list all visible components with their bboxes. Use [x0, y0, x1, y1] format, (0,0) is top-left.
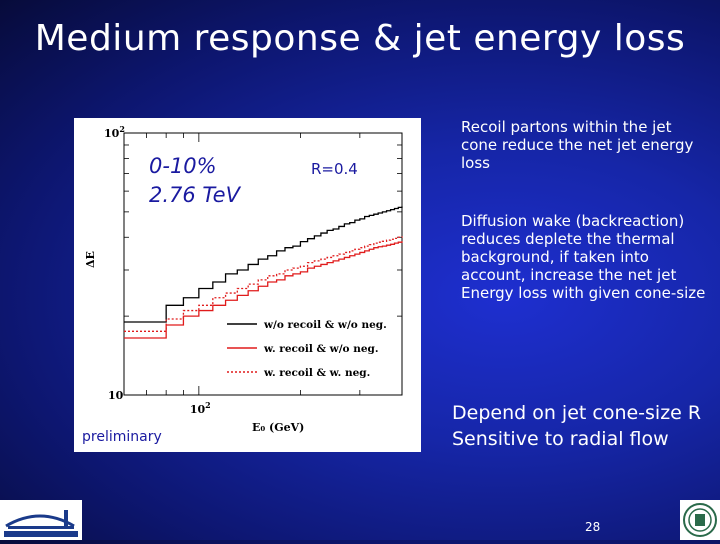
plot-frame	[123, 132, 403, 396]
y-tick-label-10: 10	[108, 389, 124, 402]
series-line-2	[124, 241, 403, 339]
centrality-label: 0-10%	[149, 154, 217, 178]
figure-panel: w/o recoil & w/o neg. w. recoil & w/o neg…	[74, 118, 421, 452]
legend-label-3: w. recoil & w. neg.	[263, 367, 370, 379]
conclusion-line-1: Depend on jet cone-size R	[452, 402, 702, 424]
recoil-paragraph: Recoil partons within the jet cone reduc…	[461, 118, 694, 172]
legend-label-2: w. recoil & w/o neg.	[263, 343, 379, 355]
series-line-3	[124, 236, 403, 332]
y-tick-label-100: 102	[104, 124, 125, 140]
legend-label-1: w/o recoil & w/o neg.	[263, 319, 387, 331]
diffusion-wake-paragraph: Diffusion wake (backreaction) reduces de…	[461, 212, 706, 302]
berkeley-lab-logo	[0, 500, 82, 540]
series-line-1	[124, 206, 403, 323]
x-tick-label-100: 102	[190, 400, 211, 416]
preliminary-label: preliminary	[82, 429, 162, 445]
cone-radius-label: R=0.4	[311, 160, 358, 178]
university-seal-logo	[680, 500, 720, 540]
conclusion-line-2: Sensitive to radial flow	[452, 428, 669, 450]
x-axis-label: E₀ (GeV)	[252, 421, 304, 434]
slide-title: Medium response & jet energy loss	[34, 18, 686, 59]
centrality-energy-label: 0-10% 2.76 TeV	[149, 152, 240, 210]
collision-energy-label: 2.76 TeV	[149, 183, 240, 207]
y-axis-label: ΔE	[84, 251, 97, 268]
conclusion-text: Depend on jet cone-size R Sensitive to r…	[452, 400, 717, 452]
slide-number: 28	[585, 520, 601, 534]
energy-loss-chart: w/o recoil & w/o neg. w. recoil & w/o neg…	[84, 124, 403, 434]
